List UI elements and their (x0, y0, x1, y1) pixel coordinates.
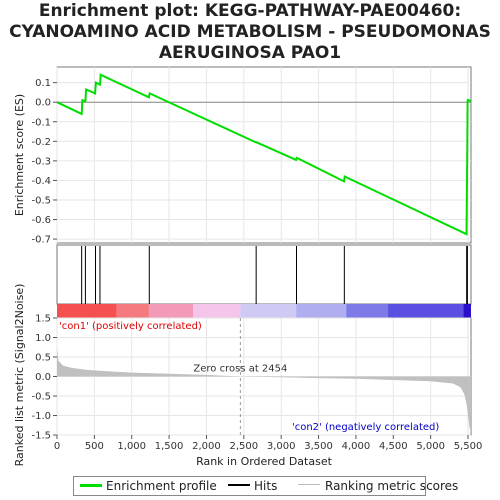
es-gridlines (56, 67, 471, 243)
es-tick-label: -0.7 (31, 235, 51, 246)
colorbar-segment (346, 304, 389, 318)
x-tick-label: 4,500 (379, 441, 408, 452)
x-tick-label: 0 (54, 441, 60, 452)
rank-y-axis-label: Ranked list metric (Signal2Noise) (13, 284, 26, 467)
colorbar-segment (148, 304, 194, 318)
es-y-axis: 0.1 0.0 -0.1 -0.2 -0.3 -0.4 -0.5 -0.6 -0.7 (31, 78, 57, 246)
x-tick-label: 5,000 (416, 441, 445, 452)
colorbar-segment (296, 304, 347, 318)
title-line-3: AERUGINOSA PAO1 (158, 43, 342, 63)
x-tick-label: 1,000 (117, 441, 146, 452)
colorbar-segment (116, 304, 149, 318)
es-tick-label: -0.3 (31, 156, 51, 167)
colorbar-segment (388, 304, 464, 318)
x-tick-label: 1,500 (155, 441, 184, 452)
rank-tick-label: 1.5 (35, 314, 51, 325)
zero-cross-label: Zero cross at 2454 (193, 364, 287, 375)
legend-enrichment-swatch (80, 484, 102, 487)
x-tick-label: 2,000 (192, 441, 221, 452)
es-tick-label: -0.2 (31, 137, 51, 148)
rank-tick-label: -1.5 (31, 431, 51, 442)
legend-ranking-label: Ranking metric scores (325, 479, 459, 493)
x-tick-label: 4,000 (342, 441, 371, 452)
colorbar-segment (240, 304, 297, 318)
positive-correlation-label: 'con1' (positively correlated) (59, 321, 202, 332)
x-tick-label: 3,000 (267, 441, 296, 452)
colorbar-segment (463, 304, 471, 318)
x-tick-label: 500 (85, 441, 104, 452)
x-tick-label: 5,500 (454, 441, 483, 452)
enrichment-profile-line (56, 73, 472, 236)
es-tick-label: -0.5 (31, 195, 51, 206)
rank-tick-label: 1.0 (35, 333, 51, 344)
rank-tick-label: 0.0 (35, 372, 51, 383)
x-tick-label: 3,500 (304, 441, 333, 452)
legend-ranking-swatch (298, 484, 320, 485)
es-tick-label: -0.6 (31, 215, 51, 226)
hits-frame (56, 244, 472, 305)
es-tick-label: 0.0 (35, 98, 51, 109)
es-tick-label: 0.1 (35, 78, 51, 89)
es-plot-frame (56, 66, 472, 244)
rank-tick-label: -0.5 (31, 392, 51, 403)
negative-correlation-label: 'con2' (negatively correlated) (292, 422, 439, 433)
hit-marks (81, 246, 468, 304)
rank-colorbar (57, 304, 471, 318)
title-line-1: Enrichment plot: KEGG-PATHWAY-PAE00460: (38, 1, 462, 21)
es-panel: 0.1 0.0 -0.1 -0.2 -0.3 -0.4 -0.5 -0.6 -0.7 Enric… (13, 66, 472, 246)
x-tick-label: 2,500 (230, 441, 259, 452)
x-axis: 0 500 1,000 1,500 2,000 2,500 3,000 3,500 4,000 4… (54, 435, 483, 452)
rank-tick-label: -1.0 (31, 411, 51, 422)
es-tick-label: -0.4 (31, 176, 51, 187)
rank-y-axis: 1.5 1.0 0.5 0.0 -0.5 -1.0 -1.5 (31, 314, 57, 442)
legend-hits-swatch (228, 484, 250, 486)
legend-enrichment-label: Enrichment profile (106, 479, 217, 493)
legend-hits-label: Hits (254, 479, 278, 493)
hits-panel (56, 244, 472, 318)
title-line-2: CYANOAMINO ACID METABOLISM - PSEUDOMONAS (9, 22, 491, 42)
chart-title: Enrichment plot: KEGG-PATHWAY-PAE00460: … (0, 1, 500, 64)
es-y-axis-label: Enrichment score (ES) (13, 94, 26, 216)
rank-tick-label: 0.5 (35, 353, 51, 364)
colorbar-segment (57, 304, 117, 318)
colorbar-segment (193, 304, 241, 318)
rank-panel: 1.5 1.0 0.5 0.0 -0.5 -1.0 -1.5 Zero cross at 2… (13, 284, 472, 467)
es-tick-label: -0.1 (31, 117, 51, 128)
legend: Enrichment profile Hits Ranking metric s… (73, 476, 458, 496)
x-axis-label: Rank in Ordered Dataset (196, 455, 333, 468)
